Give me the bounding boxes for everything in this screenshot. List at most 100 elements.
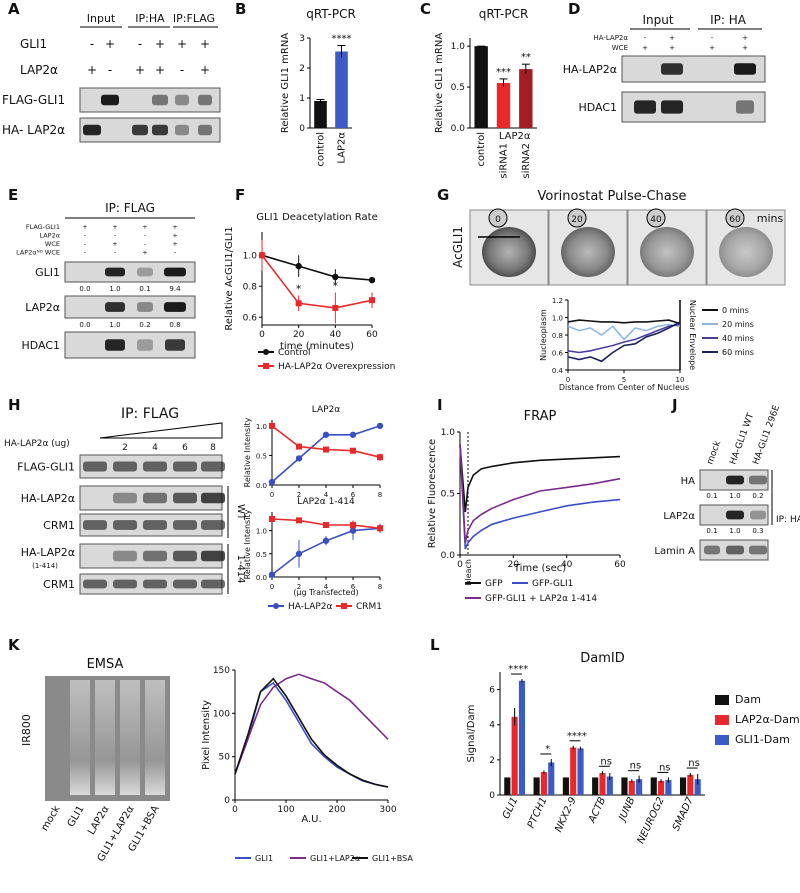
y-tick-label: 0.0 — [256, 574, 267, 582]
marker — [268, 571, 276, 578]
x-tick-label: GLI1 — [501, 796, 521, 821]
x-tick-label: 40 — [330, 330, 342, 340]
lane-label: HA-GLI1 296E — [751, 404, 782, 466]
chart-title: qRT-PCR — [306, 7, 356, 21]
significance: ns — [600, 756, 612, 767]
y-tick-label: 1.0 — [451, 42, 466, 52]
quant: 0.2 — [752, 492, 763, 500]
marker — [332, 273, 339, 281]
sign: + — [155, 37, 165, 51]
band — [201, 579, 225, 589]
dose: 6 — [182, 443, 188, 453]
series-line — [459, 444, 621, 543]
blot-label: FLAG-GLI1 — [17, 461, 75, 474]
bar — [314, 101, 327, 128]
marker — [295, 262, 302, 270]
time-marker — [567, 208, 587, 228]
x-label: time (minutes) — [280, 341, 354, 352]
y-label: IR800 — [20, 714, 33, 746]
band — [83, 461, 107, 472]
bar — [592, 777, 599, 795]
sign: + — [155, 63, 165, 77]
bar — [474, 46, 488, 128]
panel-letter: L — [430, 636, 440, 654]
y-tick-label: 2 — [489, 756, 495, 766]
y-tick-label: 0.0 — [441, 551, 456, 561]
bar — [650, 777, 657, 795]
bar — [511, 716, 518, 795]
marker — [268, 478, 276, 486]
group-label: LAP2α — [499, 131, 531, 142]
marker — [377, 454, 383, 461]
y-tick-label: 0.8 — [552, 332, 563, 340]
quant: 0.2 — [139, 321, 150, 329]
nucleus — [482, 227, 536, 277]
band — [113, 550, 137, 562]
legend-label: 20 mins — [722, 320, 754, 329]
band — [175, 94, 189, 106]
y-tick-label: 0.4 — [552, 367, 564, 375]
legend-label: HA-LAP2α Overexpression — [278, 362, 395, 372]
y-tick-label: 1.0 — [243, 251, 258, 261]
y-tick-label: 0.6 — [243, 313, 258, 323]
sign: - — [90, 37, 94, 51]
time-marker — [488, 208, 508, 228]
band — [173, 550, 197, 562]
nucleus — [561, 227, 615, 277]
band — [750, 510, 766, 520]
blot — [64, 261, 196, 283]
marker — [295, 550, 303, 557]
x-tick-label: 2 — [297, 583, 301, 591]
significance: * — [545, 744, 550, 755]
sign: - — [711, 34, 714, 42]
sign: - — [180, 63, 184, 77]
x-tick-label: 0 — [270, 491, 274, 499]
x-label: A.U. — [301, 814, 321, 825]
chart-title: GLI1 Deacetylation Rate — [256, 212, 377, 223]
marker — [376, 422, 384, 430]
sign: + — [669, 34, 675, 42]
series-line — [261, 254, 373, 281]
band — [198, 124, 212, 136]
x-tick-label: 4 — [324, 583, 329, 591]
y-tick-label: 1.0 — [256, 423, 267, 431]
bar — [679, 777, 687, 795]
y-label: Relative Intensity — [243, 509, 252, 579]
y-label: Relative AcGLI1/GLI1 — [224, 226, 235, 330]
row-label: LAP2αᴺᴰ WCE — [16, 249, 60, 257]
band — [173, 579, 197, 589]
band — [83, 124, 101, 136]
band — [137, 267, 153, 277]
band — [749, 475, 767, 485]
y-tick-label: 1.2 — [552, 297, 563, 305]
sign: - — [114, 249, 117, 257]
quant: 9.4 — [169, 285, 181, 293]
lane-label: GLI1 — [66, 804, 87, 829]
sign: + — [112, 240, 117, 248]
time-label: 60 — [729, 215, 741, 225]
sign: - — [174, 249, 177, 257]
header: IP:FLAG — [173, 12, 215, 25]
band — [105, 302, 125, 312]
significance: **** — [567, 731, 587, 742]
bar — [504, 777, 511, 795]
sign: + — [172, 232, 177, 240]
legend-label: GLI1 — [255, 854, 273, 863]
group-label: WT — [235, 504, 246, 521]
blot-label: FLAG-GLI1 — [2, 93, 65, 107]
series-line — [567, 319, 681, 325]
x-tick-label: 20 — [293, 330, 305, 340]
x-tick-label: JUNB — [616, 795, 637, 824]
legend-marker — [273, 603, 279, 609]
sign: - — [144, 240, 147, 248]
x-tick-label: siRNA1 — [499, 143, 510, 179]
legend-label: CRM1 — [356, 602, 382, 612]
group-label: 1-414 — [235, 554, 246, 583]
series-line — [567, 323, 681, 341]
sign: + — [87, 63, 97, 77]
band — [726, 545, 744, 555]
band — [113, 461, 137, 472]
x-tick-label: SMAD7 — [671, 795, 696, 833]
sign: + — [200, 37, 210, 51]
